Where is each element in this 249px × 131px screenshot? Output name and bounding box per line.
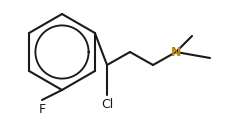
Text: Cl: Cl bbox=[101, 98, 113, 111]
Text: N: N bbox=[171, 45, 181, 59]
Text: F: F bbox=[38, 103, 46, 116]
